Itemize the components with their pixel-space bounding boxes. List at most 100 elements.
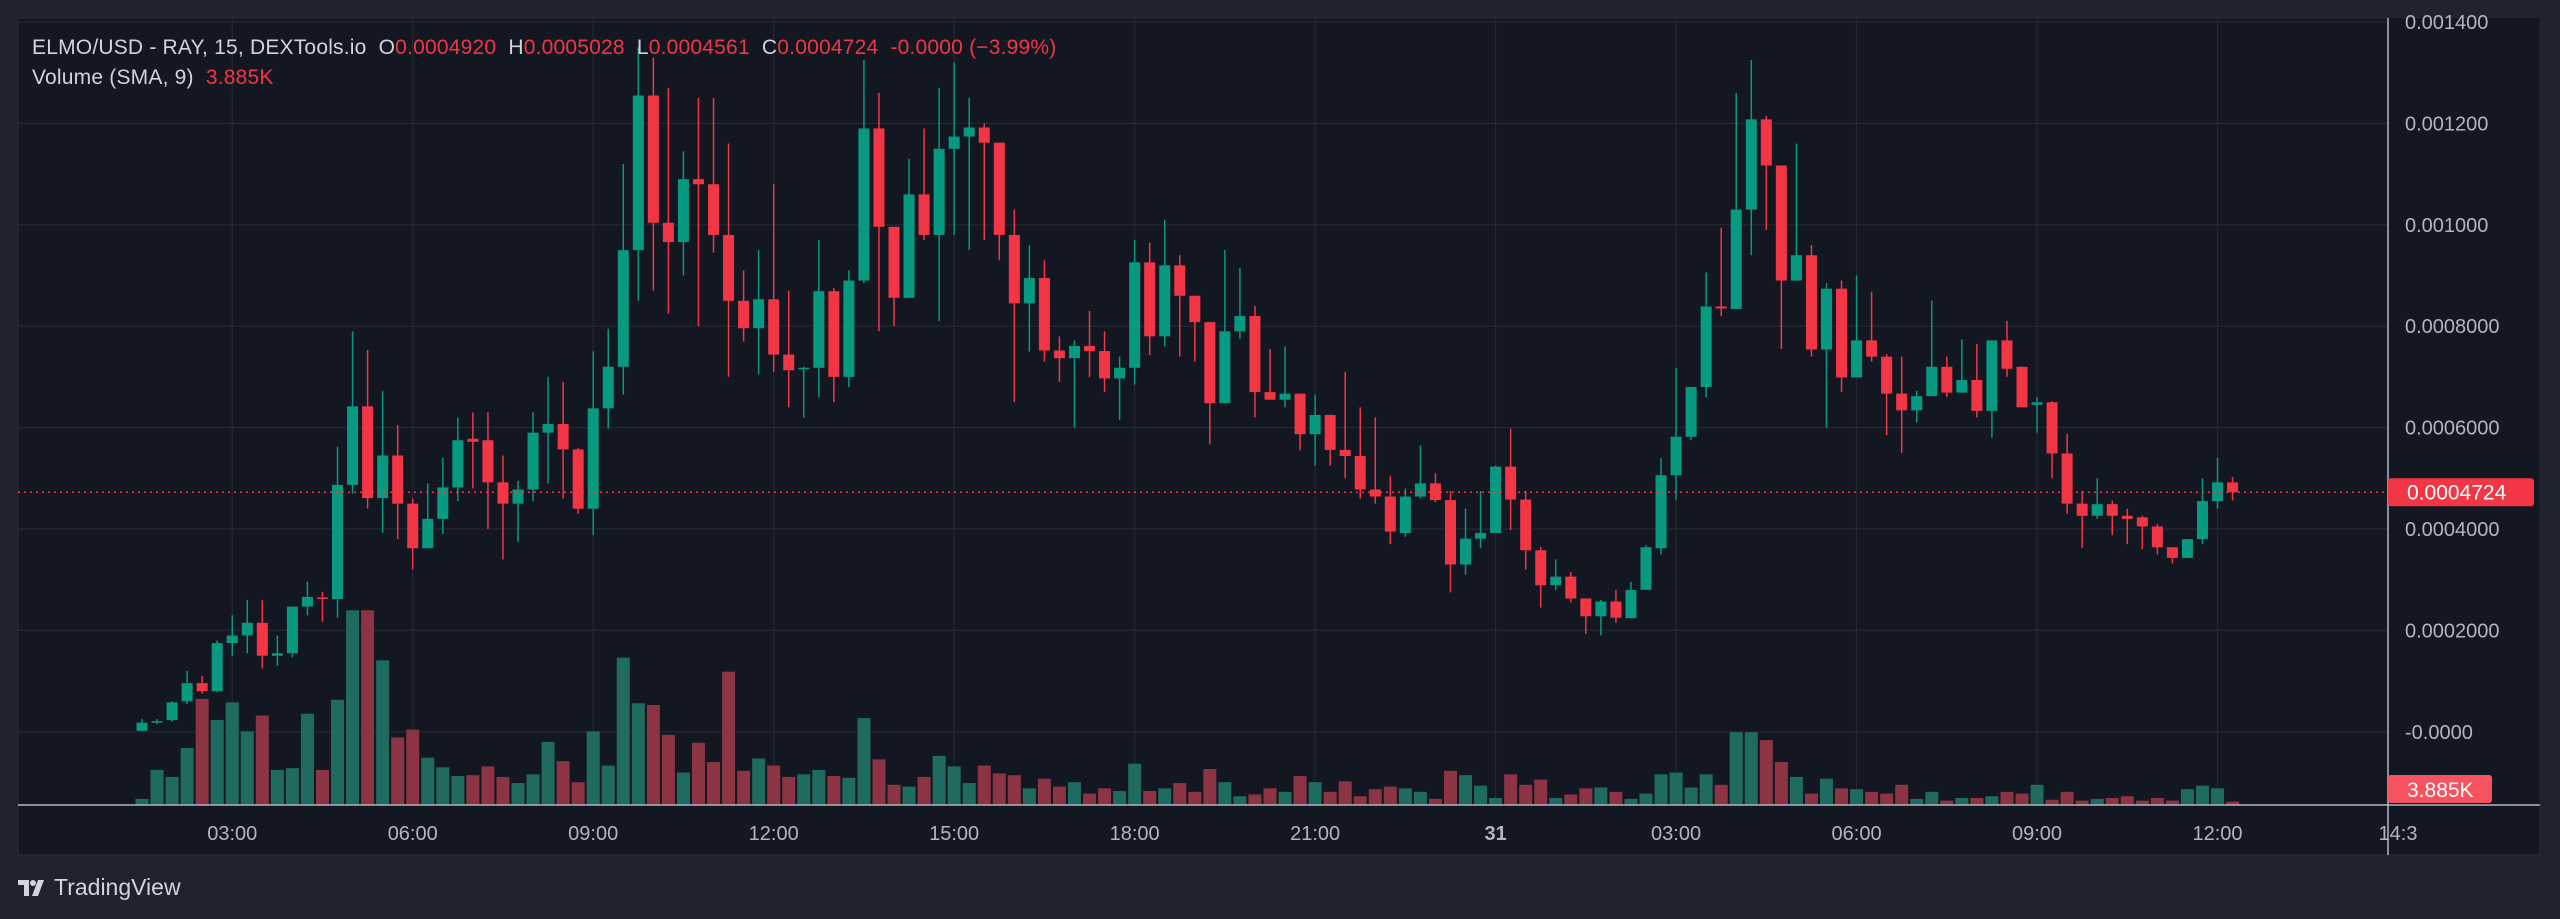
volume-bar	[631, 703, 645, 805]
candle-body	[903, 194, 915, 298]
candle-body	[377, 455, 389, 499]
candle-body	[557, 424, 569, 450]
time-axis-labels[interactable]: 03:00 06:00 09:00 12:00 15:00 18:00 21:00 31 03:…	[207, 823, 2417, 845]
price-axis-labels: 0.001400 0.001200 0.001000 0.0008000 0.00060…	[2405, 12, 2500, 744]
candle-body	[2181, 539, 2193, 558]
volume-bar	[1353, 796, 1367, 805]
volume-bar	[2045, 799, 2059, 805]
volume-bar	[707, 762, 721, 805]
price-tick-label: 0.0008000	[2405, 316, 2500, 338]
price-axis[interactable]	[2389, 18, 2540, 805]
candle-body	[1881, 356, 1893, 394]
volume-bar	[300, 713, 314, 805]
volume-bar	[2090, 798, 2104, 805]
volume-bar	[586, 731, 600, 805]
volume-bar	[1594, 787, 1608, 805]
candle-body	[798, 367, 810, 370]
candle-body	[1505, 466, 1517, 500]
candle-body	[963, 127, 975, 137]
volume-bar	[1098, 788, 1112, 805]
volume-bar	[2000, 791, 2014, 805]
volume-bar	[315, 769, 329, 805]
candle-body	[2076, 503, 2088, 516]
candle-body	[347, 406, 359, 485]
candle-body	[452, 440, 464, 488]
price-tick-label: 0.001000	[2405, 215, 2488, 237]
volume-bar	[2030, 784, 2044, 805]
volume-bar	[1639, 793, 1653, 805]
candle-body	[1535, 550, 1547, 586]
candle-body	[2136, 517, 2148, 527]
volume-bar	[1970, 797, 1984, 805]
volume-bar	[1534, 779, 1548, 805]
candle-body	[1099, 351, 1111, 379]
volume-bar	[752, 758, 766, 805]
volume-bar	[1835, 788, 1849, 805]
volume-bar	[1022, 788, 1036, 805]
candle-body	[692, 179, 704, 185]
candle-body	[768, 299, 780, 355]
volume-bar	[1218, 782, 1232, 805]
candle-body	[2091, 504, 2103, 516]
volume-bar	[1128, 763, 1142, 805]
volume-bar	[1744, 732, 1758, 805]
volume-bar	[947, 766, 961, 805]
tradingview-logo[interactable]: TradingView	[18, 874, 181, 901]
volume-bar	[556, 761, 570, 805]
volume-bar	[2180, 789, 2194, 805]
volume-bar	[451, 776, 465, 805]
volume-bar	[571, 782, 585, 805]
volume-bar	[240, 731, 254, 805]
volume-bar	[797, 774, 811, 805]
volume-legend: Volume (SMA, 9) 3.885K	[32, 66, 274, 90]
candle-body	[1399, 496, 1411, 534]
candle-body	[2151, 526, 2163, 548]
volume-bar	[1263, 788, 1277, 805]
candle-body	[632, 95, 644, 251]
candle-body	[572, 449, 584, 509]
candle-body	[467, 438, 479, 442]
candle-body	[166, 702, 178, 721]
volume-bar	[2135, 800, 2149, 805]
volume-bar	[2195, 785, 2209, 805]
volume-bar	[285, 768, 299, 805]
candle-body	[1926, 366, 1938, 397]
volume-bar	[812, 769, 826, 805]
volume-bar	[436, 767, 450, 805]
candle-body	[1715, 306, 1727, 309]
volume-bar	[661, 734, 675, 805]
volume-bar	[526, 774, 540, 805]
volume-bar	[857, 718, 871, 805]
candle-body	[1129, 262, 1141, 368]
candle-body	[1550, 576, 1562, 586]
close-value: 0.0004724	[777, 36, 879, 59]
volume-bar	[165, 776, 179, 805]
candle-body	[1580, 598, 1592, 617]
volume-bar	[1774, 762, 1788, 805]
candle-body	[1610, 601, 1622, 618]
candle-body	[843, 280, 855, 377]
time-tick-label: 03:00	[207, 823, 257, 845]
volume-bar	[1880, 793, 1894, 805]
ohlc-legend: ELMO/USD - RAY, 15, DEXTools.io O0.00049…	[32, 36, 1057, 59]
candle-body	[1174, 265, 1186, 296]
candle-body	[662, 222, 674, 243]
volume-bars	[135, 610, 2240, 805]
candle-body	[1670, 436, 1682, 476]
candle-body	[316, 597, 328, 599]
candle-body	[1745, 119, 1757, 210]
candle-body	[362, 406, 374, 499]
volume-bar	[1459, 775, 1473, 805]
price-tick-label: 0.001200	[2405, 113, 2488, 135]
candle-body	[211, 643, 223, 692]
candle-body	[1234, 316, 1246, 332]
volume-bar	[270, 769, 284, 805]
volume-bar	[210, 719, 224, 805]
candle-body	[2212, 482, 2224, 502]
volume-bar	[1278, 791, 1292, 805]
candle-body	[181, 683, 193, 702]
candle-body	[2046, 402, 2058, 454]
volume-indicator-title: Volume (SMA, 9)	[32, 66, 194, 89]
volume-bar	[722, 671, 736, 805]
